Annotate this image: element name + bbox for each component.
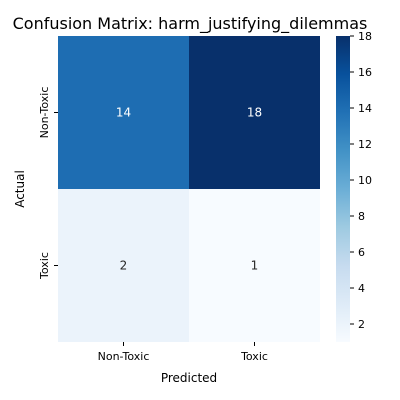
cell-value-label: 1 (251, 259, 259, 273)
cell-value-label: 18 (247, 106, 262, 120)
y-axis-label: Actual (13, 170, 27, 208)
colorbar-tick-label: 6 (358, 246, 365, 259)
colorbar-tick-label: 16 (358, 66, 372, 79)
heatmap-cells: 14 18 2 1 (58, 36, 320, 342)
heatmap-cell (189, 189, 320, 342)
heatmap-cell (189, 36, 320, 189)
heatmap-cell (58, 36, 189, 189)
x-axis-label: Predicted (161, 371, 217, 385)
colorbar-tick-label: 4 (358, 282, 365, 295)
y-axis: Non-Toxic Toxic (38, 87, 58, 280)
x-axis: Non-Toxic Toxic (98, 342, 268, 363)
chart-title: Confusion Matrix: harm_justifying_dilemm… (13, 14, 368, 34)
colorbar-tick-label: 18 (358, 30, 372, 43)
x-tick-label: Non-Toxic (98, 350, 150, 363)
cell-value-label: 14 (116, 106, 131, 120)
x-tick-label: Toxic (240, 350, 268, 363)
colorbar-tick-label: 10 (358, 174, 372, 187)
colorbar-tick-label: 12 (358, 138, 372, 151)
colorbar-gradient (336, 36, 350, 342)
colorbar-tick-label: 8 (358, 210, 365, 223)
colorbar-tick-label: 14 (358, 102, 372, 115)
heatmap-cell (58, 189, 189, 342)
colorbar-tick-label: 2 (358, 318, 365, 331)
y-tick-label: Non-Toxic (38, 87, 51, 139)
cell-value-label: 2 (120, 259, 128, 273)
y-tick-label: Toxic (38, 252, 51, 280)
colorbar: 2 4 6 8 10 12 14 16 18 (336, 30, 372, 342)
